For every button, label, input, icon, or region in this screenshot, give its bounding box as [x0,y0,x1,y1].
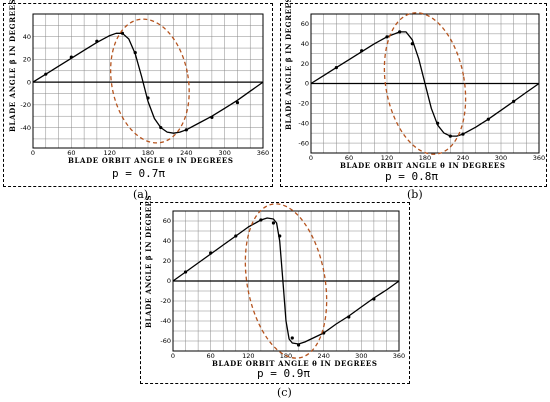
chart-a-point [184,128,188,132]
chart-c-y-tick-label: -60 [160,337,171,345]
chart-a-y-tick-label: -20 [20,101,31,109]
chart-a-xlabel: BLADE ORBIT ANGLE θ IN DEGREES [68,156,234,165]
chart-c-point [372,297,376,301]
chart-b-point [385,35,389,39]
chart-b-point [461,132,465,136]
chart-b-x-tick-label: 240 [457,154,469,162]
chart-c-xlabel: BLADE ORBIT ANGLE θ IN DEGREES [212,359,378,368]
chart-c-point [290,336,294,340]
chart-b-x-tick-label: 360 [533,154,545,162]
chart-a-param: p = 0.7π [112,167,165,180]
chart-a-caption: (a) [133,188,149,201]
chart-a-point [44,72,48,76]
chart-a-y-tick-label: 0 [27,78,31,86]
chart-b-xlabel: BLADE ORBIT ANGLE θ IN DEGREES [340,161,506,170]
chart-b: 0 60 120 180 240 300 360 -60 -40 -20 0 20 40 60 [298,12,545,162]
chart-c-y-tick-label: -20 [160,297,171,305]
chart-a-point [120,31,125,35]
chart-a-point [69,55,73,59]
chart-a-ylabel: BLADE ANGLE β IN DEGREES [8,0,17,132]
chart-c-point [278,234,282,238]
chart-b-point [398,30,402,34]
chart-b-caption: (b) [407,188,423,201]
chart-a-x-tick-label: 0 [31,149,35,157]
chart-b-y-tick-label: -20 [298,100,309,108]
chart-c-x-tick-label: 360 [393,352,405,360]
chart-c-param: p = 0.9π [257,367,310,380]
chart-b-ylabel: BLADE ANGLE β IN DEGREES [284,0,293,130]
chart-b-param: p = 0.8π [385,170,438,183]
chart-b-point [448,134,452,138]
chart-a-point [159,125,163,130]
chart-b-x-tick-label: 180 [419,154,431,162]
chart-c-point [183,270,188,274]
chart-a-point [146,96,150,100]
chart-b-y-tick-label: -60 [298,139,309,147]
chart-b-x-tick-label: 120 [381,154,393,162]
chart-c-point [322,331,326,335]
chart-c-caption: (c) [277,386,292,399]
panel-c-frame [140,202,410,384]
chart-c-y-tick-label: 0 [167,277,171,285]
chart-c-point [209,251,213,255]
chart-c-point [347,315,351,319]
chart-a-y-tick-label: 40 [23,33,31,41]
chart-a-frame [32,13,264,149]
chart-c-highlight-ellipse [244,203,328,359]
chart-b-point [486,117,490,121]
chart-a-y-tick-label: -40 [20,124,31,132]
chart-c-x-tick-label: 120 [242,352,254,360]
chart-b-point [334,66,338,70]
chart-c-x-tick-label: 0 [171,352,175,360]
chart-b-y-tick-label: 60 [301,20,309,28]
chart-a-point [95,39,99,43]
chart-a: 0 60 120 180 240 300 360 -40 -20 0 20 40 [20,13,269,157]
chart-a-x-tick-label: 120 [103,149,115,157]
chart-b-y-tick-label: 0 [305,80,309,88]
chart-a-y-tick-label: 20 [23,56,31,64]
chart-c-y-tick-label: 20 [163,257,171,265]
chart-b-x-tick-label: 0 [309,154,313,162]
chart-b-point [512,99,516,103]
chart-b-point [436,121,440,125]
chart-c-y-tick-label: 40 [163,237,171,245]
chart-c-curve [172,217,400,345]
chart-b-curve [310,31,540,137]
chart-a-point [235,100,240,105]
chart-a-x-tick-label: 300 [218,149,230,157]
chart-b-y-tick-label: -40 [298,119,309,127]
chart-a-x-tick-label: 240 [180,149,192,157]
chart-c-point [259,218,263,222]
chart-b-x-tick-label: 60 [345,154,353,162]
panel-b-frame [280,3,547,187]
chart-c-y-tick-label: -40 [160,317,171,325]
panel-a-frame [3,3,273,187]
chart-b-y-tick-label: 40 [301,40,309,48]
chart-b-point [360,49,364,53]
chart-c-ylabel: BLADE ANGLE β IN DEGREES [144,194,153,328]
chart-c-point [234,234,238,238]
chart-c-x-tick-label: 300 [355,352,367,360]
chart-c-x-tick-label: 60 [207,352,215,360]
chart-a-point [133,51,137,55]
chart-a-point [210,115,214,119]
chart-c-y-tick-label: 60 [163,217,171,225]
chart-c-point [271,221,276,225]
chart-a-x-tick-label: 60 [67,149,75,157]
chart-b-point [410,42,414,46]
chart-c-point [296,343,301,347]
chart-b-y-tick-label: 20 [301,60,309,68]
chart-a-x-tick-label: 360 [257,149,269,157]
chart-c-x-tick-label: 240 [317,352,329,360]
chart-a-x-tick-label: 180 [142,149,154,157]
chart-b-x-tick-label: 300 [495,154,507,162]
chart-b-highlight-ellipse [383,12,467,155]
